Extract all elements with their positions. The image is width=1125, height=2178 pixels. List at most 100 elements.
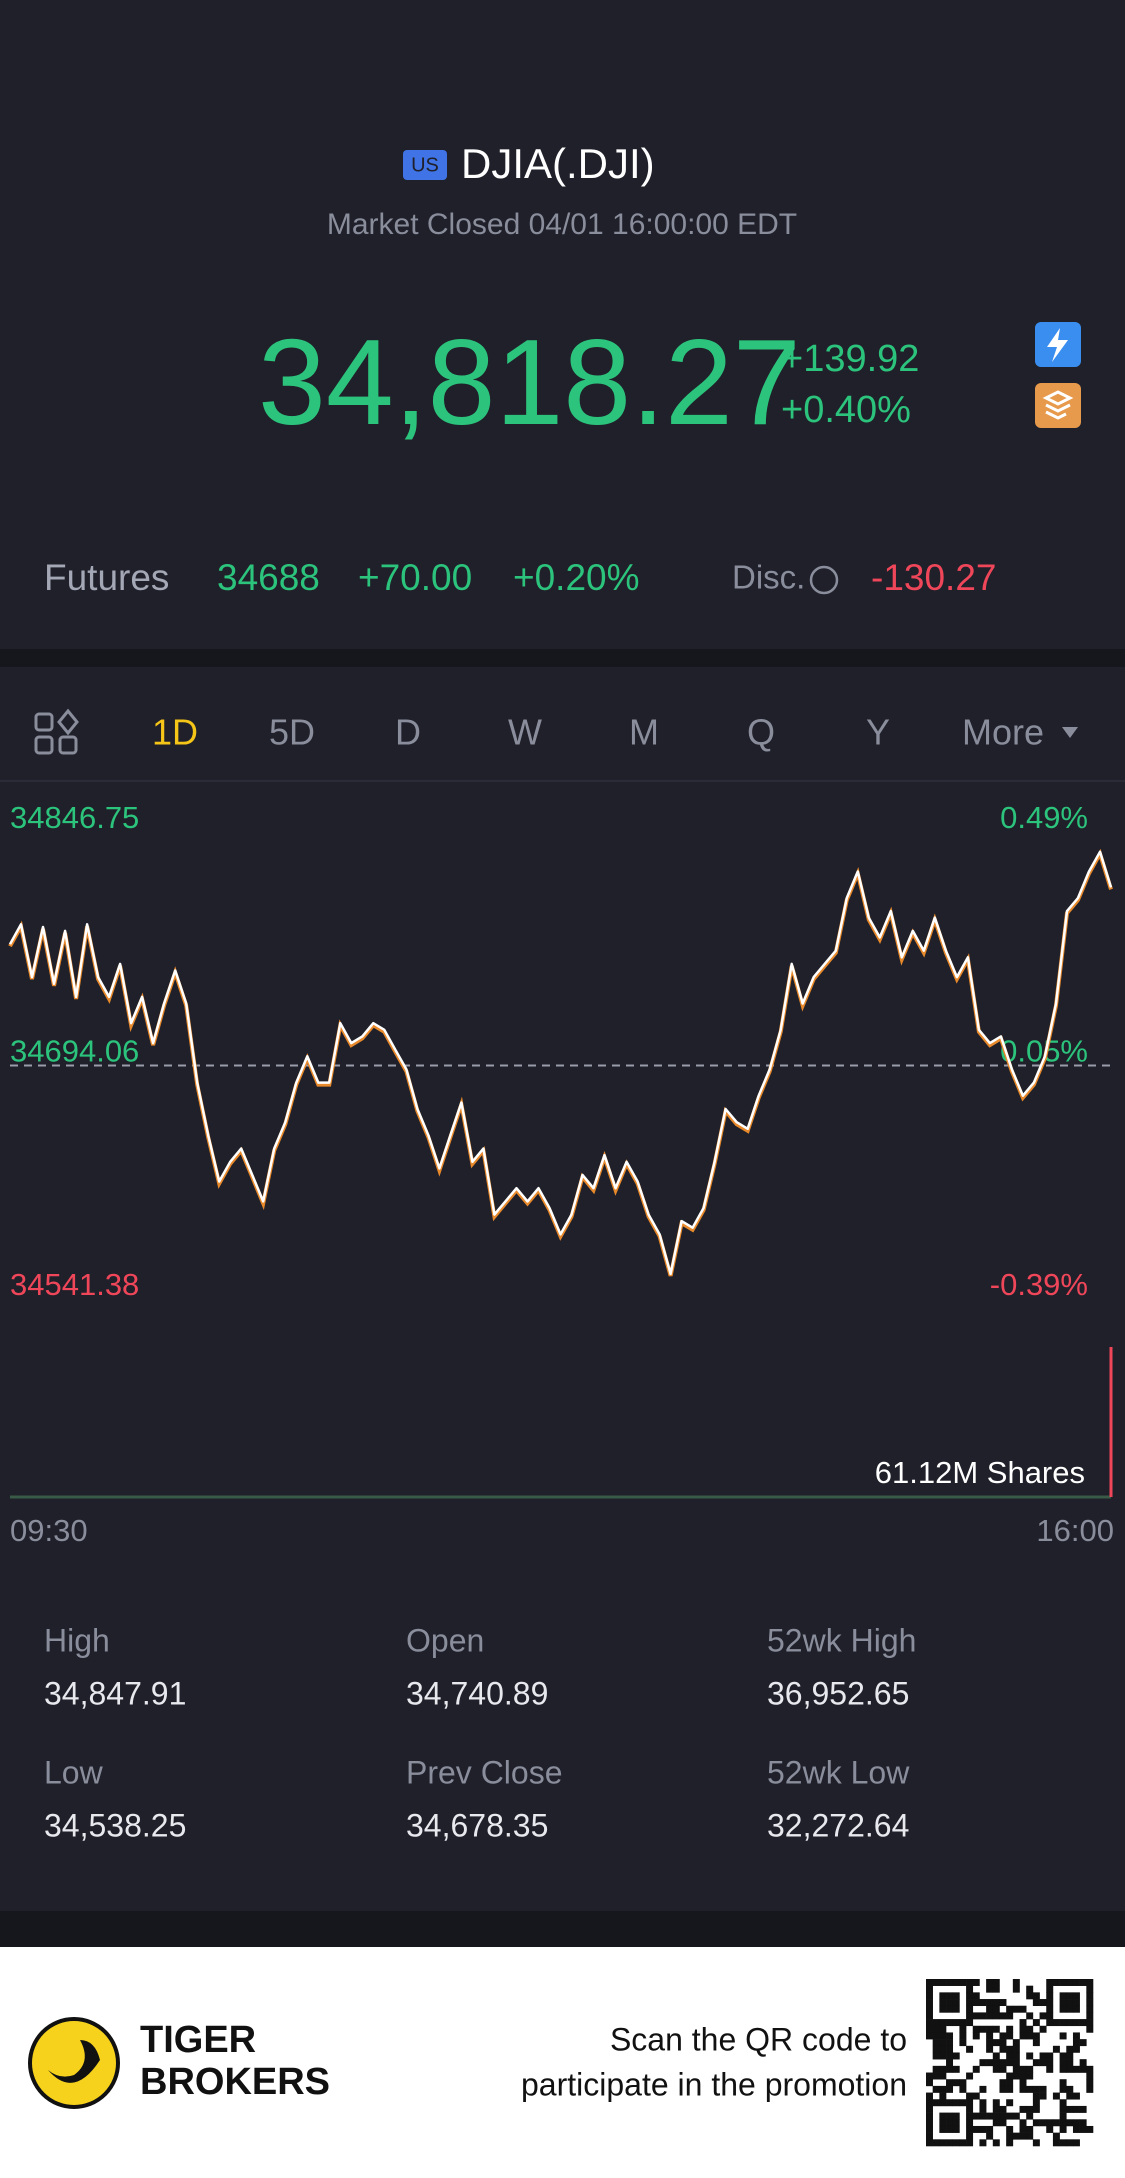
qr-module: [946, 2059, 954, 2067]
qr-code[interactable]: [926, 1979, 1094, 2147]
qr-module: [1086, 2125, 1094, 2133]
stat-value: 34,847.91: [44, 1675, 186, 1711]
qr-module: [999, 2039, 1007, 2047]
qr-module: [1052, 2132, 1060, 2140]
qr-module: [979, 2099, 987, 2107]
qr-module: [1039, 2119, 1047, 2127]
qr-module: [972, 2012, 980, 2020]
qr-module: [946, 2099, 954, 2107]
qr-module: [992, 2112, 1000, 2120]
disc-info-icon[interactable]: [809, 565, 839, 595]
qr-module: [1079, 2039, 1087, 2047]
qr-module: [1012, 2072, 1020, 2080]
qr-module: [979, 2125, 987, 2133]
qr-module: [1086, 2072, 1094, 2080]
qr-module: [1086, 2025, 1094, 2033]
qr-module: [966, 2119, 974, 2127]
qr-module: [992, 2119, 1000, 2127]
qr-module: [1046, 2019, 1054, 2027]
qr-module: [1072, 2045, 1080, 2053]
stat-value: 36,952.65: [767, 1675, 909, 1711]
qr-module: [979, 2085, 987, 2093]
stat-label: High: [44, 1622, 110, 1658]
qr-module: [1039, 2025, 1047, 2033]
qr-module: [1066, 2085, 1074, 2093]
tab[interactable]: Y: [866, 712, 890, 753]
qr-module: [1072, 1992, 1080, 2000]
qr-module: [1066, 2065, 1074, 2073]
qr-module: [1019, 2072, 1027, 2080]
qr-module: [926, 2019, 933, 2027]
brand-name: BROKERS: [140, 2061, 330, 2103]
qr-module: [1059, 2065, 1067, 2073]
qr-module: [1059, 2119, 1067, 2127]
qr-module: [972, 2025, 980, 2033]
qr-module: [979, 2112, 987, 2120]
qr-module: [946, 1979, 954, 1986]
qr-module: [952, 2112, 960, 2120]
qr-module: [1026, 2032, 1034, 2040]
qr-module: [939, 1992, 947, 2000]
price-line: [8, 850, 1113, 1276]
qr-module: [952, 2119, 960, 2127]
stat-label: 52wk Low: [767, 1754, 910, 1790]
qr-module: [986, 2032, 994, 2040]
tab[interactable]: D: [395, 712, 421, 753]
qr-module: [1006, 2085, 1014, 2093]
qr-module: [952, 2005, 960, 2013]
qr-module: [966, 2099, 974, 2107]
qr-module: [1039, 2085, 1047, 2093]
qr-module: [959, 2039, 967, 2047]
qr-module: [1072, 2139, 1080, 2147]
qr-module: [1059, 2052, 1067, 2060]
qr-module: [952, 2099, 960, 2107]
qr-module: [939, 2092, 947, 2100]
tab[interactable]: Q: [747, 712, 775, 753]
qr-module: [992, 2025, 1000, 2033]
qr-module: [939, 2085, 947, 2093]
qr-module: [939, 2112, 947, 2120]
tab[interactable]: W: [508, 712, 542, 753]
qr-module: [1032, 2119, 1040, 2127]
qr-module: [1052, 1979, 1060, 1986]
y-tick-label: 34846.75: [10, 800, 139, 835]
qr-module: [1072, 2065, 1080, 2073]
qr-module: [1052, 2092, 1060, 2100]
qr-module: [952, 2052, 960, 2060]
qr-module: [966, 2139, 974, 2147]
title: DJIA(.DJI): [461, 140, 655, 187]
disc-value: -130.27: [871, 557, 997, 598]
qr-module: [1046, 1992, 1054, 2000]
x-axis-label: 09:30: [10, 1513, 88, 1548]
qr-module: [946, 2125, 954, 2133]
stat-label: Prev Close: [406, 1754, 563, 1790]
qr-module: [986, 2012, 994, 2020]
qr-module: [946, 2079, 954, 2087]
tab[interactable]: 1D: [152, 712, 198, 753]
qr-module: [946, 2032, 954, 2040]
stats: High 34,847.91 Open 34,740.89 52wk High 36,95…: [44, 1622, 916, 1843]
more-arrow[interactable]: [1062, 727, 1078, 738]
tab[interactable]: 5D: [269, 712, 315, 753]
qr-module: [1052, 2019, 1060, 2027]
layout-icon[interactable]: [34, 708, 79, 755]
tab[interactable]: M: [629, 712, 659, 753]
qr-module: [959, 2019, 967, 2027]
tab[interactable]: More: [962, 712, 1044, 753]
qr-module: [1046, 2119, 1054, 2127]
qr-module: [986, 2132, 994, 2140]
qr-module: [926, 2005, 933, 2013]
qr-module: [1006, 2059, 1014, 2067]
qr-module: [986, 2112, 994, 2120]
qr-module: [1012, 2132, 1020, 2140]
qr-module: [1032, 2105, 1040, 2113]
qr-module: [1039, 2012, 1047, 2020]
qr-module: [932, 2019, 940, 2027]
qr-module: [1012, 2112, 1020, 2120]
qr-module: [1066, 2052, 1074, 2060]
qr-module: [946, 1992, 954, 2000]
promo-text: participate in the promotion: [521, 2066, 907, 2102]
qr-module: [1066, 2105, 1074, 2113]
background: [0, 0, 1125, 1947]
